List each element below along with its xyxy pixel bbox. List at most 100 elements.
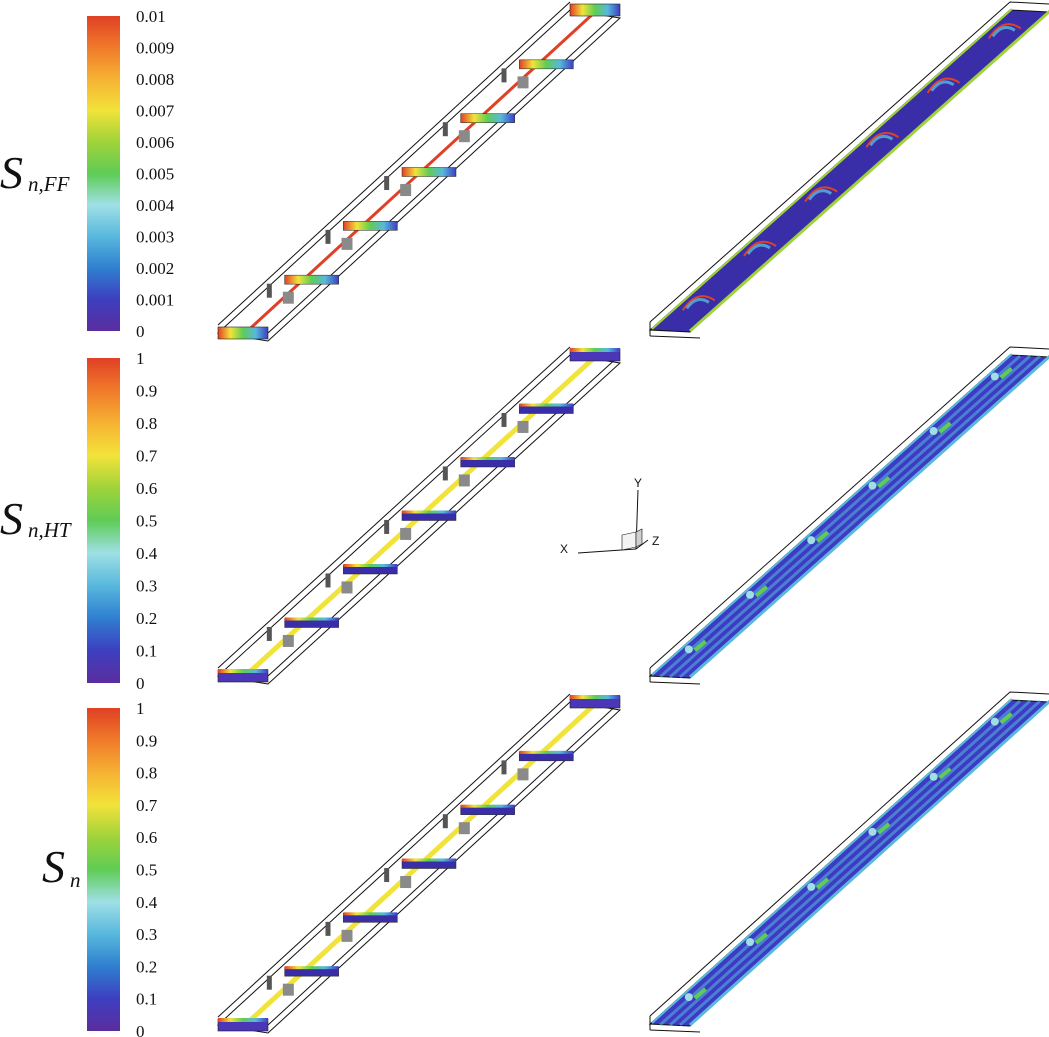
colorbar-tick-label: 0.009 <box>136 39 174 58</box>
colorbar-tick-label: 0 <box>136 674 145 693</box>
domain-box-edge <box>649 1 1049 323</box>
colorbar-tick-label: 0.3 <box>136 577 157 596</box>
right-column-panels <box>648 1 1049 1033</box>
fin-block <box>400 876 412 889</box>
fin-block <box>325 921 331 936</box>
colorbar-tick-label: 0.007 <box>136 102 175 121</box>
cross-plane-top <box>460 804 515 808</box>
fin-marker <box>684 645 693 654</box>
fin-block <box>282 634 294 647</box>
fin-marker <box>999 712 1013 725</box>
left-column-panels <box>216 1 622 1034</box>
fin-block <box>341 929 353 942</box>
fin-block <box>458 474 470 487</box>
fin-contour <box>807 189 833 201</box>
fin-block <box>517 768 529 781</box>
fin-block <box>266 283 272 298</box>
cross-section-plot <box>216 693 622 1034</box>
fin-block <box>341 581 353 594</box>
fin-block <box>325 229 331 244</box>
fin-marker <box>693 639 707 652</box>
x-axis-line <box>577 548 637 554</box>
z-axis-line <box>635 539 649 550</box>
plane-surface <box>648 9 1049 333</box>
colorbar-tick-label: 0.9 <box>136 731 157 750</box>
plane-edge-band <box>689 354 1049 679</box>
fin-contour <box>685 298 710 310</box>
domain-box-edge <box>217 1 571 326</box>
cross-plane-top <box>402 510 456 514</box>
domain-box-edge <box>649 681 701 685</box>
colorbar-tick-label: 0.01 <box>136 7 166 26</box>
symbol-subscript: n,FF <box>28 172 70 196</box>
cross-plane-top <box>284 617 339 621</box>
fin-block <box>266 626 272 641</box>
fin-contour <box>681 295 716 311</box>
fin-marker <box>990 717 999 726</box>
cross-plane <box>284 274 339 285</box>
domain-box-edge <box>649 1029 701 1033</box>
fin-block <box>384 519 390 534</box>
cross-plane <box>401 167 457 177</box>
end-plane <box>217 326 269 340</box>
fin-contour <box>865 131 899 148</box>
fin-contour <box>804 186 838 203</box>
variable-label-row-2: S n,HT <box>0 496 92 556</box>
colorbar-tick-label: 1 <box>136 699 145 718</box>
wake-streak <box>678 699 1042 1027</box>
fin-block <box>400 184 412 197</box>
fin-block <box>517 420 529 433</box>
colorbar-tick-label: 0.8 <box>136 414 157 433</box>
end-plane-top <box>218 1018 268 1022</box>
colorbar-tick-label: 0 <box>136 322 145 341</box>
fin-block <box>458 822 470 835</box>
fin-block <box>442 122 448 137</box>
fin-block <box>501 68 507 83</box>
cross-section-plot <box>216 1 622 342</box>
cross-plane-top <box>519 403 574 407</box>
fin-block <box>501 760 507 775</box>
colorbar-gradient <box>87 708 120 1031</box>
colorbar-tick-label: 0.6 <box>136 479 157 498</box>
horizontal-plane-plot <box>648 691 1049 1033</box>
plane-edge-band <box>651 698 1013 1024</box>
end-plane-top <box>570 695 620 699</box>
fin-block <box>266 975 272 990</box>
fin-block <box>341 237 353 250</box>
colorbar-tick-label: 0.2 <box>136 609 157 628</box>
fin-block <box>501 412 507 427</box>
fin-block <box>517 76 529 89</box>
symbol-main: S <box>0 147 23 198</box>
fin-marker <box>746 590 754 599</box>
domain-box-edge <box>217 693 571 1018</box>
fin-marker <box>807 536 816 545</box>
z-axis-label: Z <box>652 534 659 548</box>
domain-box-edge <box>217 346 571 669</box>
wake-streak <box>659 354 1021 679</box>
colorbar-tick-label: 0.2 <box>136 957 157 976</box>
colorbar-tick-label: 0.001 <box>136 291 174 310</box>
end-plane-top <box>218 669 268 673</box>
fin-contour <box>926 77 961 94</box>
symbol-main: S <box>42 841 65 892</box>
wake-streak <box>658 699 1022 1027</box>
wake-streak <box>668 699 1032 1027</box>
triad-cube-side <box>635 528 643 548</box>
fin-contour <box>743 240 777 257</box>
symbol-main: S <box>0 493 23 544</box>
fin-block <box>384 176 390 191</box>
fin-marker <box>999 366 1013 380</box>
symbol-subscript: n <box>70 868 81 892</box>
colorbar-tick-label: 0.1 <box>136 642 157 661</box>
wake-streak <box>669 354 1031 679</box>
fin-block <box>442 814 448 829</box>
colorbar-row-2: 1 0.9 0.8 0.7 0.6 0.5 0.4 0.3 0.2 0.1 0 <box>87 349 158 693</box>
colorbar-tick-label: 0.8 <box>136 764 157 783</box>
cross-plane <box>519 59 574 70</box>
fin-marker <box>754 585 769 598</box>
colorbar-row-1: 0.01 0.009 0.008 0.007 0.006 0.005 0.004 0.003 0… <box>87 7 175 341</box>
fin-block <box>282 983 294 996</box>
fin-marker <box>868 481 877 490</box>
wake-streak <box>679 354 1041 679</box>
